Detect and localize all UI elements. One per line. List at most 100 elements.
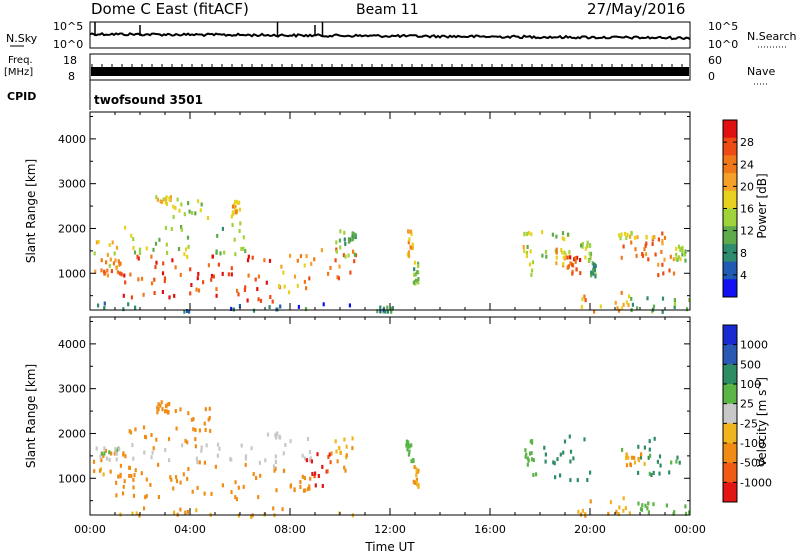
data-cell	[633, 460, 637, 465]
data-cell	[110, 269, 113, 274]
data-cell	[678, 460, 681, 465]
data-cell	[583, 437, 586, 442]
data-cell	[668, 470, 671, 475]
data-cell	[661, 231, 664, 236]
x-tick-label: 08:00	[274, 523, 306, 536]
data-cell	[155, 437, 158, 442]
data-cell	[599, 304, 602, 309]
data-cell	[259, 298, 263, 303]
data-cell	[171, 258, 174, 263]
data-cell	[120, 272, 123, 277]
data-cell	[179, 407, 182, 412]
data-cell	[677, 244, 680, 249]
data-cell	[246, 258, 250, 263]
data-cell	[299, 480, 302, 484]
data-cell	[562, 262, 565, 267]
data-cell	[561, 231, 565, 236]
data-cell	[234, 480, 237, 485]
data-cell	[327, 271, 330, 276]
data-cell	[556, 457, 559, 462]
data-cell	[186, 476, 189, 481]
data-cell	[675, 257, 678, 262]
data-cell	[275, 432, 278, 437]
data-cell	[410, 443, 413, 448]
velocity-panel-frame	[89, 316, 691, 516]
data-cell	[258, 460, 261, 465]
data-cell	[569, 255, 572, 260]
data-cell	[196, 460, 199, 465]
data-cell	[138, 251, 142, 256]
data-cell	[641, 253, 645, 258]
data-cell	[334, 439, 337, 444]
data-cell	[195, 456, 198, 461]
data-cell	[157, 407, 160, 412]
data-cell	[617, 308, 621, 313]
data-cell	[163, 276, 167, 281]
data-cell	[673, 305, 676, 310]
data-cell	[109, 257, 112, 262]
data-cell	[614, 300, 617, 305]
data-cell	[663, 235, 667, 240]
data-cell	[257, 274, 260, 279]
noise-sky-line	[89, 32, 691, 41]
colorbar-segment	[723, 190, 737, 209]
data-cell	[555, 247, 558, 252]
data-cell	[579, 258, 582, 262]
x-tick-label: 00:00	[74, 523, 106, 536]
noise-tick-bottom-right: 10^0	[708, 38, 738, 51]
power-ylabel: Slant Range [km]	[24, 159, 38, 263]
data-cell	[132, 485, 135, 490]
x-tick-label: 20:00	[574, 523, 606, 536]
data-cell	[212, 274, 215, 279]
data-cell	[646, 296, 649, 301]
data-cell	[615, 509, 618, 514]
data-cell	[652, 502, 655, 507]
data-cell	[329, 460, 332, 465]
data-cell	[108, 450, 111, 455]
data-cell	[415, 479, 418, 484]
data-cell	[134, 468, 137, 473]
data-cell	[675, 246, 678, 251]
data-cell	[644, 503, 647, 508]
data-cell	[116, 270, 119, 275]
data-cell	[563, 237, 566, 242]
data-cell	[244, 456, 247, 461]
data-cell	[647, 510, 650, 515]
data-cell	[532, 473, 535, 477]
data-cell	[415, 279, 418, 283]
data-cell	[320, 248, 323, 253]
data-cell	[132, 477, 135, 482]
data-cell	[95, 240, 98, 245]
y-tick-label: 3000	[58, 178, 86, 191]
data-cell	[628, 294, 631, 299]
data-cell	[591, 261, 594, 266]
data-cell	[530, 451, 533, 455]
data-cell	[409, 229, 413, 234]
data-cell	[594, 264, 597, 269]
data-cell	[181, 443, 184, 448]
data-cell	[563, 439, 567, 444]
data-cell	[205, 443, 208, 448]
data-cell	[109, 469, 112, 474]
data-cell	[215, 250, 218, 255]
data-cell	[215, 287, 218, 292]
data-cell	[343, 437, 346, 442]
data-cell	[103, 301, 106, 306]
data-cell	[179, 272, 182, 277]
data-cell	[189, 291, 192, 296]
data-cell	[210, 277, 213, 282]
data-cell	[624, 506, 627, 511]
data-cell	[379, 309, 382, 314]
data-cell	[571, 262, 574, 267]
data-cell	[672, 257, 675, 262]
colorbar-tick-label: 16	[740, 203, 754, 216]
data-cell	[316, 452, 319, 457]
data-cell	[104, 448, 107, 453]
data-cell	[165, 242, 168, 247]
data-cell	[183, 252, 186, 257]
data-cell	[129, 430, 133, 435]
data-cell	[577, 509, 580, 514]
data-cell	[175, 426, 178, 431]
data-cell	[343, 237, 346, 242]
data-cell	[413, 267, 416, 272]
